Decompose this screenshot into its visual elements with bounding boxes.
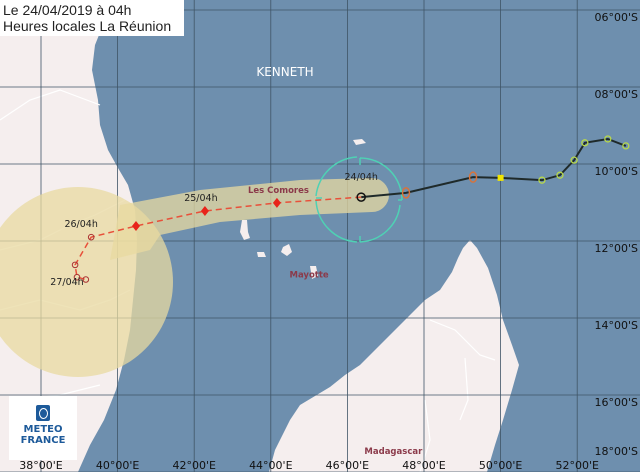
forecast-track-line xyxy=(74,196,362,281)
comoros-islands xyxy=(240,139,366,279)
forecast-time-label: 27/04h xyxy=(50,277,83,288)
past-position-marker xyxy=(622,142,630,150)
forecast-depression-marker xyxy=(82,276,90,283)
past-position-marker xyxy=(468,171,478,183)
latitude-label: 12°00'S xyxy=(594,242,638,255)
longitude-label: 44°00'E xyxy=(249,459,293,472)
forecast-depression-marker xyxy=(71,261,79,269)
header-timezone: Heures locales La Réunion xyxy=(3,18,172,34)
past-position-marker xyxy=(401,187,411,199)
meteo-france-emblem-icon xyxy=(36,405,50,421)
place-label: Les Comores xyxy=(248,186,309,196)
past-position-marker xyxy=(497,174,504,181)
madagascar-land xyxy=(269,240,519,472)
past-track-line xyxy=(361,137,627,199)
place-label: Mayotte xyxy=(289,271,328,281)
forecast-depression-marker xyxy=(87,233,95,241)
longitude-label: 52°00'E xyxy=(555,459,599,472)
latitude-label: 06°00'S xyxy=(594,11,638,24)
current-position-cyclone-icon xyxy=(356,192,366,202)
latitude-label: 16°00'S xyxy=(594,396,638,409)
logo-text-line1: METEO xyxy=(23,424,63,435)
latitude-label: 10°00'S xyxy=(594,165,638,178)
latitude-label: 08°00'S xyxy=(594,88,638,101)
forecast-storm-marker xyxy=(131,220,140,231)
longitude-label: 46°00'E xyxy=(326,459,370,472)
past-position-marker xyxy=(604,135,612,143)
longitude-label: 50°00'E xyxy=(479,459,523,472)
past-position-marker xyxy=(581,139,589,147)
past-position-marker xyxy=(556,171,564,179)
storm-name-label: KENNETH xyxy=(256,65,313,79)
forecast-storm-marker xyxy=(272,197,281,208)
meteo-france-logo: METEO FRANCE xyxy=(9,396,77,460)
longitude-label: 42°00'E xyxy=(172,459,216,472)
forecast-time-label: 26/04h xyxy=(64,219,97,230)
madagascar-borders xyxy=(419,319,496,472)
place-label: Madagascar xyxy=(364,447,423,457)
header-box: Le 24/04/2019 à 04h Heures locales La Ré… xyxy=(0,0,184,36)
forecast-storm-marker xyxy=(200,205,209,216)
longitude-label: 48°00'E xyxy=(402,459,446,472)
wind-radius-circle xyxy=(315,156,403,243)
header-date: Le 24/04/2019 à 04h xyxy=(3,2,132,18)
forecast-time-label: 25/04h xyxy=(184,193,217,204)
current-time-label: 24/04h xyxy=(344,172,377,183)
latitude-label: 18°00'S xyxy=(594,445,638,458)
past-position-marker xyxy=(570,156,578,164)
logo-text-line2: FRANCE xyxy=(20,435,66,446)
longitude-label: 40°00'E xyxy=(96,459,140,472)
latitude-label: 14°00'S xyxy=(594,319,638,332)
past-position-marker xyxy=(538,176,546,184)
longitude-label: 38°00'E xyxy=(19,459,63,472)
forecast-depression-marker xyxy=(73,273,81,281)
